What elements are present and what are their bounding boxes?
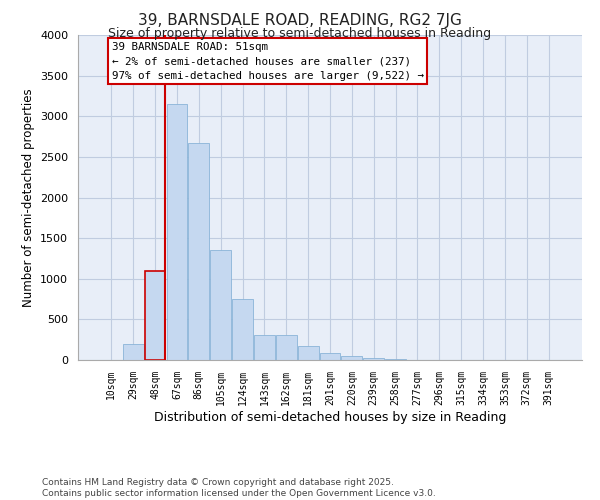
- Bar: [167, 104, 187, 360]
- Bar: [145, 270, 166, 360]
- Text: 39, BARNSDALE ROAD, READING, RG2 7JG: 39, BARNSDALE ROAD, READING, RG2 7JG: [138, 12, 462, 28]
- Bar: [276, 335, 296, 360]
- Y-axis label: Number of semi-detached properties: Number of semi-detached properties: [22, 88, 35, 307]
- Bar: [298, 346, 319, 360]
- Bar: [341, 356, 362, 360]
- Bar: [254, 335, 275, 360]
- Bar: [123, 344, 143, 360]
- Text: Contains HM Land Registry data © Crown copyright and database right 2025.
Contai: Contains HM Land Registry data © Crown c…: [42, 478, 436, 498]
- Bar: [320, 353, 340, 360]
- Bar: [385, 359, 406, 360]
- Bar: [232, 299, 253, 360]
- Bar: [188, 143, 209, 360]
- Text: Size of property relative to semi-detached houses in Reading: Size of property relative to semi-detach…: [109, 28, 491, 40]
- Text: 39 BARNSDALE ROAD: 51sqm
← 2% of semi-detached houses are smaller (237)
97% of s: 39 BARNSDALE ROAD: 51sqm ← 2% of semi-de…: [112, 42, 424, 81]
- Bar: [364, 358, 384, 360]
- Bar: [210, 250, 231, 360]
- X-axis label: Distribution of semi-detached houses by size in Reading: Distribution of semi-detached houses by …: [154, 410, 506, 424]
